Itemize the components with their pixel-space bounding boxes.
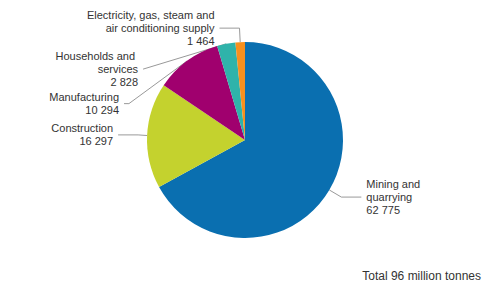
svg-text:10 294: 10 294 bbox=[85, 104, 119, 116]
svg-text:1 464: 1 464 bbox=[187, 35, 215, 47]
svg-text:quarrying: quarrying bbox=[366, 191, 412, 203]
svg-text:Electricity, gas, steam and: Electricity, gas, steam and bbox=[87, 9, 215, 21]
svg-text:Total 96 million tonnes: Total 96 million tonnes bbox=[362, 269, 481, 283]
svg-text:2 828: 2 828 bbox=[111, 76, 139, 88]
svg-text:Construction: Construction bbox=[51, 122, 113, 134]
svg-text:Households and: Households and bbox=[56, 50, 139, 62]
svg-text:services: services bbox=[98, 63, 139, 75]
svg-text:16 297: 16 297 bbox=[79, 135, 113, 147]
svg-text:Manufacturing: Manufacturing bbox=[49, 91, 119, 103]
svg-text:62 775: 62 775 bbox=[366, 204, 400, 216]
svg-text:Mining and: Mining and bbox=[366, 178, 423, 190]
svg-text:air conditioning supply: air conditioning supply bbox=[103, 22, 215, 34]
